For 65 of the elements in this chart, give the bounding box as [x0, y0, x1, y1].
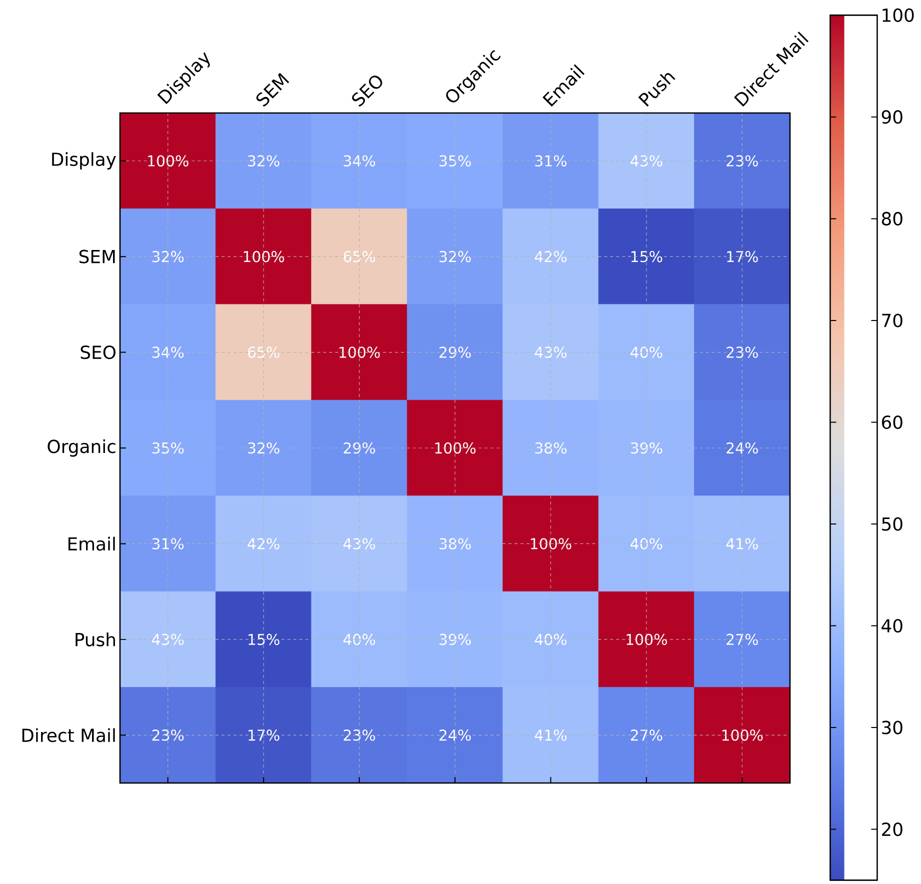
- y-tick-label: Push: [76, 632, 115, 646]
- data-label: 23%: [152, 729, 184, 741]
- data-label: 29%: [439, 346, 471, 358]
- data-label: 40%: [343, 634, 376, 646]
- data-label: 32%: [440, 250, 471, 262]
- data-label: 39%: [630, 442, 662, 454]
- color-bar-label: 20: [882, 822, 902, 836]
- data-label: 43%: [534, 346, 566, 358]
- data-label: 42%: [534, 250, 566, 262]
- data-label: 100%: [435, 442, 476, 454]
- data-label: 39%: [440, 634, 471, 646]
- data-label: 31%: [535, 155, 566, 167]
- data-label: 40%: [630, 538, 662, 550]
- data-label: 100%: [626, 634, 667, 646]
- data-label: 65%: [248, 346, 280, 358]
- data-label: 24%: [439, 729, 471, 741]
- data-label: 23%: [726, 346, 758, 358]
- data-label: 40%: [534, 634, 566, 646]
- data-label: 27%: [726, 634, 758, 646]
- y-tick-label: Organic: [48, 439, 116, 457]
- data-label: 15%: [248, 634, 280, 646]
- data-label: 32%: [152, 250, 184, 262]
- data-label: 35%: [152, 442, 184, 454]
- color-bar-label: 50: [882, 517, 902, 531]
- data-label: 40%: [630, 346, 662, 358]
- color-bar-label: 70: [882, 314, 902, 328]
- color-bar-label: 100: [882, 8, 914, 22]
- data-label: 34%: [152, 346, 184, 358]
- color-bar-label: 30: [882, 720, 902, 734]
- data-label: 100%: [722, 729, 763, 741]
- data-label: 42%: [248, 538, 280, 550]
- y-tick-label: SEO: [80, 346, 116, 360]
- data-label: 43%: [630, 155, 662, 167]
- y-tick-label: Email: [68, 536, 115, 551]
- data-label: 38%: [535, 442, 566, 454]
- data-label: 100%: [148, 155, 188, 167]
- data-label: 24%: [726, 442, 758, 454]
- data-label: 100%: [340, 346, 380, 358]
- data-label: 43%: [343, 538, 376, 550]
- color-bar-label: 90: [882, 110, 902, 124]
- data-label: 41%: [534, 729, 566, 741]
- color-bar-label: 80: [882, 212, 902, 226]
- data-label: 35%: [440, 155, 471, 167]
- data-label: 38%: [440, 538, 471, 550]
- y-tick-label: Direct Mail: [22, 728, 115, 742]
- data-label: 32%: [248, 155, 280, 167]
- data-label: 31%: [152, 538, 184, 550]
- data-label: 23%: [726, 155, 758, 167]
- data-label: 100%: [530, 538, 572, 550]
- data-label: 27%: [630, 729, 662, 741]
- data-label: 17%: [727, 250, 758, 262]
- color-bar-label: 60: [882, 415, 902, 430]
- data-label: 65%: [344, 250, 376, 262]
- data-label: 43%: [152, 634, 184, 646]
- y-tick-label: SEM: [79, 250, 115, 264]
- y-tick-label: Display: [52, 152, 116, 170]
- data-label: 100%: [244, 250, 284, 262]
- data-label: 23%: [344, 729, 376, 741]
- data-label: 32%: [248, 442, 280, 454]
- data-label: 41%: [726, 538, 758, 550]
- color-bar-label: 40: [882, 618, 902, 633]
- data-label: 17%: [248, 729, 280, 741]
- data-label: 29%: [344, 442, 376, 454]
- data-label: 34%: [344, 155, 376, 167]
- data-label: 15%: [631, 250, 662, 262]
